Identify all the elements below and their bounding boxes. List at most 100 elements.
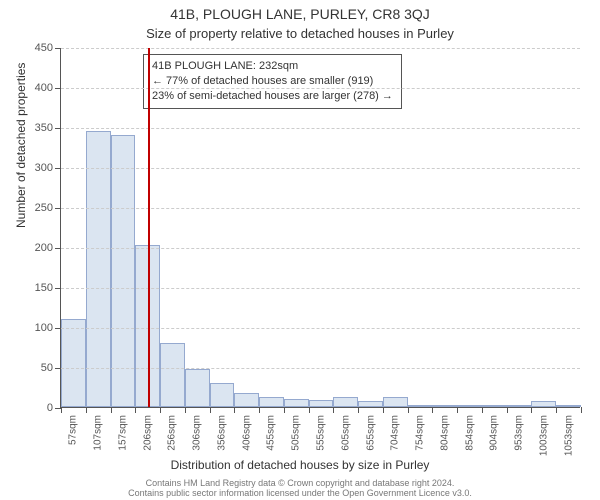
histogram-bar (408, 405, 433, 407)
x-tick-label: 406sqm (241, 415, 252, 451)
y-tick (55, 368, 61, 369)
y-tick-label: 350 (35, 122, 53, 134)
y-tick (55, 48, 61, 49)
x-tick-label: 555sqm (316, 415, 327, 451)
x-tick (259, 407, 260, 413)
histogram-bar (86, 131, 111, 407)
histogram-bar (284, 399, 309, 407)
annotation-box: 41B PLOUGH LANE: 232sqm ← 77% of detache… (143, 54, 402, 109)
x-tick (135, 407, 136, 413)
x-tick (160, 407, 161, 413)
y-tick-label: 450 (35, 42, 53, 54)
histogram-bar (185, 369, 210, 407)
histogram-bar (482, 405, 507, 407)
y-tick (55, 248, 61, 249)
histogram-bar (383, 397, 408, 407)
x-tick-label: 256sqm (167, 415, 178, 451)
x-tick-label: 505sqm (291, 415, 302, 451)
grid-line (61, 248, 580, 249)
histogram-bar (160, 343, 185, 407)
x-tick-label: 1053sqm (563, 415, 574, 456)
histogram-bar (111, 135, 136, 407)
y-tick (55, 128, 61, 129)
x-tick (111, 407, 112, 413)
x-tick (432, 407, 433, 413)
x-tick (309, 407, 310, 413)
y-tick (55, 288, 61, 289)
x-tick-label: 605sqm (340, 415, 351, 451)
y-tick-label: 100 (35, 322, 53, 334)
x-tick-label: 704sqm (390, 415, 401, 451)
x-tick (556, 407, 557, 413)
x-tick (284, 407, 285, 413)
y-tick (55, 208, 61, 209)
x-tick (185, 407, 186, 413)
y-axis-title: Number of detached properties (14, 63, 28, 228)
x-tick (358, 407, 359, 413)
y-tick-label: 150 (35, 282, 53, 294)
x-tick-label: 157sqm (117, 415, 128, 451)
plot-area: 41B PLOUGH LANE: 232sqm ← 77% of detache… (60, 48, 580, 408)
histogram-bar (432, 405, 457, 407)
chart-container: 41B, PLOUGH LANE, PURLEY, CR8 3QJ Size o… (0, 0, 600, 500)
x-tick (210, 407, 211, 413)
histogram-bar (556, 405, 581, 407)
y-tick (55, 168, 61, 169)
x-tick-label: 206sqm (142, 415, 153, 451)
x-tick (61, 407, 62, 413)
y-tick-label: 50 (41, 362, 53, 374)
histogram-bar (210, 383, 235, 407)
y-tick-label: 200 (35, 242, 53, 254)
x-tick-label: 804sqm (439, 415, 450, 451)
x-tick-label: 655sqm (365, 415, 376, 451)
grid-line (61, 88, 580, 89)
grid-line (61, 208, 580, 209)
x-tick (333, 407, 334, 413)
x-tick (383, 407, 384, 413)
y-tick-label: 0 (47, 402, 53, 414)
chart-footer: Contains HM Land Registry data © Crown c… (0, 478, 600, 499)
grid-line (61, 168, 580, 169)
grid-line (61, 48, 580, 49)
x-tick-label: 306sqm (192, 415, 203, 451)
x-tick (234, 407, 235, 413)
y-tick (55, 328, 61, 329)
x-tick (507, 407, 508, 413)
histogram-bar (333, 397, 358, 407)
annotation-line-3: 23% of semi-detached houses are larger (… (152, 89, 393, 104)
x-tick-label: 57sqm (68, 415, 79, 445)
grid-line (61, 328, 580, 329)
x-tick-label: 904sqm (489, 415, 500, 451)
footer-line-1: Contains HM Land Registry data © Crown c… (0, 478, 600, 488)
histogram-bar (61, 319, 86, 407)
histogram-bar (259, 397, 284, 407)
reference-line (148, 48, 150, 407)
histogram-bar (358, 401, 383, 407)
x-tick (408, 407, 409, 413)
x-tick-label: 854sqm (464, 415, 475, 451)
x-tick (86, 407, 87, 413)
grid-line (61, 128, 580, 129)
x-tick-label: 1003sqm (538, 415, 549, 456)
y-tick-label: 250 (35, 202, 53, 214)
x-tick-label: 107sqm (93, 415, 104, 451)
histogram-bar (309, 400, 334, 407)
chart-sub-title: Size of property relative to detached ho… (0, 26, 600, 41)
histogram-bar (457, 405, 482, 407)
x-tick-label: 953sqm (514, 415, 525, 451)
y-tick (55, 88, 61, 89)
footer-line-2: Contains public sector information licen… (0, 488, 600, 498)
x-tick (457, 407, 458, 413)
annotation-line-1: 41B PLOUGH LANE: 232sqm (152, 59, 393, 74)
annotation-line-2: ← 77% of detached houses are smaller (91… (152, 74, 393, 89)
histogram-bar (507, 405, 532, 407)
chart-main-title: 41B, PLOUGH LANE, PURLEY, CR8 3QJ (0, 6, 600, 22)
histogram-bar (234, 393, 259, 407)
x-axis-title: Distribution of detached houses by size … (0, 458, 600, 472)
y-tick-label: 300 (35, 162, 53, 174)
x-tick (581, 407, 582, 413)
x-tick-label: 356sqm (216, 415, 227, 451)
y-tick-label: 400 (35, 82, 53, 94)
x-tick-label: 754sqm (415, 415, 426, 451)
x-tick (482, 407, 483, 413)
